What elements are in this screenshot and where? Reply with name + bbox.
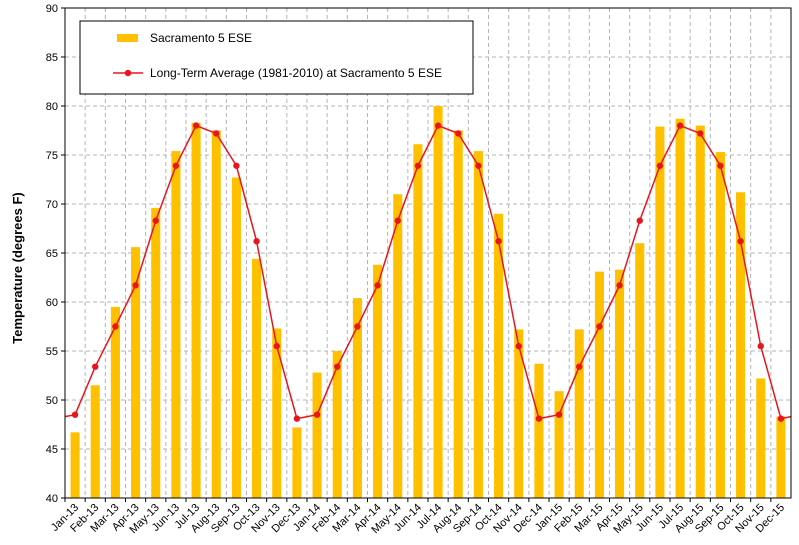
line-point [152,217,159,224]
bar [494,213,504,499]
bar [695,125,705,498]
y-tick-label: 65 [46,248,58,260]
bar [272,328,282,498]
line-point [132,282,139,289]
bar [534,363,544,498]
line-point [535,415,543,422]
line-point [92,363,99,370]
line-point [434,122,442,129]
bar [110,306,120,498]
bar [635,243,645,498]
bar [312,372,322,498]
bar [473,151,483,498]
line-point [697,130,704,137]
line-point [354,323,361,330]
bar [655,126,665,498]
y-tick-label: 50 [46,395,58,407]
bar [211,130,221,498]
bar [171,151,181,498]
bar [252,258,262,498]
y-tick-label: 40 [46,493,58,505]
line-point [414,162,422,169]
line-point [233,162,240,169]
line-point [112,323,119,330]
average-line [74,124,782,420]
bar [574,329,584,498]
line-point [656,162,664,169]
line-point [374,282,381,289]
bar [393,194,403,498]
line-point [213,130,220,137]
x-axis-ticks: Jan-13Feb-13Mar-13Apr-13May-13Jun-13Jul-… [49,498,787,536]
bar [151,207,161,499]
y-tick-label: 45 [46,444,58,456]
line-point [273,342,280,350]
bar [675,118,685,499]
bar [715,152,725,498]
line-point [334,363,341,370]
line-point [455,130,462,137]
bar [292,427,302,498]
line-point [717,162,724,169]
bar [514,329,524,498]
line-point [757,342,764,350]
bar [594,271,604,498]
y-tick-label: 60 [46,297,58,309]
y-axis-label: Temperature (degrees F) [10,192,25,343]
y-tick-label: 70 [46,199,58,211]
line-point [172,162,180,169]
y-tick-label: 85 [46,52,58,64]
bar [615,269,625,498]
line-point [71,411,79,418]
bar [352,298,362,498]
line-point [616,282,623,289]
bar [554,391,564,498]
line-point [737,238,744,245]
line-point [394,217,401,224]
line-point [676,122,684,129]
bar [433,106,443,498]
legend-label-average: Long-Term Average (1981-2010) at Sacrame… [150,66,442,80]
bar [453,130,463,498]
line-point [293,415,301,422]
line-point [576,363,583,370]
line-point [596,323,603,330]
bar [756,378,766,498]
line-point [515,342,522,350]
legend-label-observed: Sacramento 5 ESE [150,31,252,45]
legend: Sacramento 5 ESE Long-Term Average (1981… [79,20,474,95]
legend-swatch-marker [124,69,132,77]
legend-swatch-bar [117,34,138,42]
bar [373,264,383,498]
y-tick-label: 80 [46,101,58,113]
line-series [64,122,792,422]
bar [413,144,423,498]
bar [131,247,141,498]
y-tick-label: 90 [46,3,58,15]
bar [736,192,746,499]
line-point [636,217,643,224]
y-tick-label: 55 [46,346,58,358]
bar [70,432,80,498]
line-point [555,411,563,418]
line-point [777,415,785,422]
bar [90,385,100,498]
line-point [313,411,321,418]
bar-series [70,106,786,499]
line-point [253,238,260,245]
line-point [475,162,482,169]
line-point [495,238,502,245]
legend-box [79,20,474,95]
line-point [192,122,200,129]
bar [231,177,241,499]
y-axis-ticks: 40 45 50 55 60 65 70 75 80 85 90 [46,3,65,505]
bar [332,351,342,498]
y-tick-label: 75 [46,150,58,162]
bar [776,416,786,498]
bar [191,122,201,498]
